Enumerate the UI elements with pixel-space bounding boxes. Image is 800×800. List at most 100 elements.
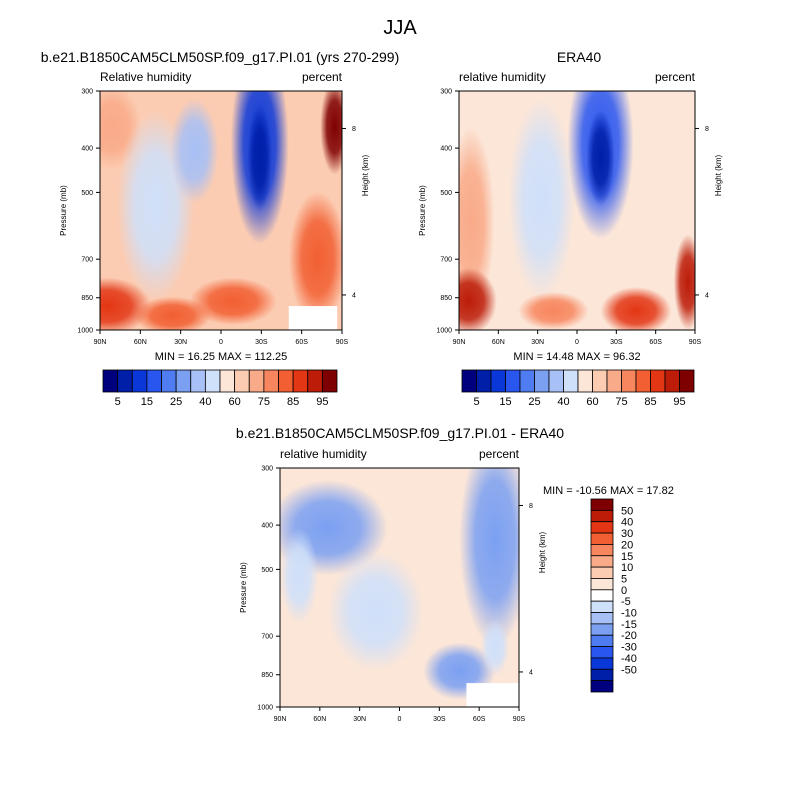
contour-region	[327, 551, 424, 672]
colorbar-box	[590, 589, 614, 602]
colorbar-box	[278, 369, 294, 393]
x-tick-label: 30N	[174, 339, 187, 346]
colorbar-label: 25	[528, 396, 540, 408]
y-tick-label: 1000	[436, 328, 452, 335]
x-tick-label: 0	[575, 339, 579, 346]
colorbar-label: 75	[615, 396, 627, 408]
x-tick-label: 0	[398, 716, 402, 723]
colorbar-label: 50	[621, 505, 633, 517]
y-axis-label: Pressure (mb)	[418, 185, 427, 236]
contour-region	[586, 110, 615, 206]
chart-panel-1: b.e21.B1850CAM5CLM50SP.f09_g17.PI.01 (yr…	[41, 49, 400, 408]
x-tick-label: 60S	[473, 716, 486, 723]
colorbar-box	[292, 369, 309, 393]
colorbar-box	[563, 369, 579, 393]
contour-region	[247, 105, 272, 211]
colorbar-box	[590, 566, 614, 579]
x-tick-label: 30S	[433, 716, 446, 723]
colorbar-box	[102, 369, 119, 393]
colorbar-label: 5	[115, 396, 121, 408]
missing-data	[288, 306, 338, 330]
x-tick-label: 60S	[649, 339, 662, 346]
min-max-stats: MIN = 16.25 MAX = 112.25	[155, 351, 287, 363]
colorbar-label: -20	[621, 630, 637, 642]
y-tick-label: 500	[440, 190, 452, 197]
colorbar-box	[664, 369, 680, 393]
colorbar-label: 40	[199, 396, 211, 408]
colorbar-label: 60	[586, 396, 598, 408]
colorbar-box	[606, 369, 622, 393]
x-tick-label: 30N	[531, 339, 544, 346]
x-tick-label: 30S	[255, 339, 268, 346]
y2-tick-label: 8	[529, 503, 533, 510]
contour-field	[459, 91, 695, 330]
colorbar-label: 95	[673, 396, 685, 408]
contour-region	[320, 91, 342, 175]
colorbar-box	[490, 369, 506, 393]
colorbar-label: 15	[499, 396, 511, 408]
y2-tick-label: 8	[705, 126, 709, 133]
colorbar-box	[505, 369, 521, 393]
x-tick-label: 60N	[492, 339, 505, 346]
missing-data	[466, 683, 519, 707]
panel-title: b.e21.B1850CAM5CLM50SP.f09_g17.PI.01 - E…	[236, 425, 564, 441]
colorbar-box	[621, 369, 637, 393]
colorbar-label: -15	[621, 619, 637, 631]
colorbar-box	[635, 369, 651, 393]
colorbar-label: 25	[170, 396, 182, 408]
y-axis-label: Pressure (mb)	[239, 562, 248, 613]
colorbar-label: 10	[621, 562, 633, 574]
y-tick-label: 1000	[77, 328, 93, 335]
x-tick-label: 0	[219, 339, 223, 346]
colorbar-label: 5	[473, 396, 479, 408]
contour-region	[459, 267, 497, 330]
y-tick-label: 700	[261, 634, 273, 641]
colorbar-box	[519, 369, 535, 393]
x-tick-label: 90N	[274, 716, 287, 723]
y-tick-label: 500	[81, 190, 93, 197]
colorbar-box	[219, 369, 236, 393]
y-tick-label: 300	[261, 466, 273, 473]
colorbar-label: 0	[621, 585, 627, 597]
x-tick-label: 90S	[513, 716, 526, 723]
colorbar-box	[204, 369, 221, 393]
colorbar-box	[590, 509, 614, 523]
colorbar-box	[590, 646, 614, 659]
colorbar-box	[590, 612, 614, 625]
y2-tick-label: 4	[705, 292, 709, 299]
colorbar-box	[161, 369, 177, 393]
colorbar-label: 5	[621, 573, 627, 585]
colorbar-box	[590, 498, 614, 511]
x-tick-label: 60N	[313, 716, 326, 723]
colorbar-box	[248, 369, 265, 393]
colorbar-box	[175, 369, 192, 393]
units-label: percent	[655, 70, 696, 84]
y-tick-label: 850	[440, 295, 452, 302]
contour-region	[480, 618, 510, 676]
y-tick-label: 300	[440, 89, 452, 96]
variable-label: relative humidity	[280, 447, 367, 461]
min-max-stats: MIN = 14.48 MAX = 96.32	[513, 351, 640, 363]
y-tick-label: 400	[81, 146, 93, 153]
units-label: percent	[479, 447, 520, 461]
x-tick-label: 90N	[453, 339, 466, 346]
y2-tick-label: 4	[529, 669, 533, 676]
colorbar-box	[679, 369, 695, 393]
variable-label: relative humidity	[459, 70, 546, 84]
colorbar-box	[590, 544, 614, 557]
colorbar-box	[590, 634, 614, 647]
colorbar-box	[590, 680, 614, 693]
colorbar-box	[548, 369, 564, 393]
min-max-stats: MIN = -10.56 MAX = 17.82	[543, 485, 674, 497]
colorbar-label: 15	[621, 551, 633, 563]
contour-region	[288, 191, 342, 326]
y-axis-label: Pressure (mb)	[59, 185, 68, 236]
colorbar-label: 40	[557, 396, 569, 408]
colorbar-box	[590, 578, 614, 591]
y-tick-label: 300	[81, 89, 93, 96]
contour-region	[280, 527, 319, 624]
colorbar-box	[146, 369, 162, 393]
chart-panel-3: b.e21.B1850CAM5CLM50SP.f09_g17.PI.01 - E…	[236, 425, 674, 723]
x-tick-label: 30N	[353, 716, 366, 723]
